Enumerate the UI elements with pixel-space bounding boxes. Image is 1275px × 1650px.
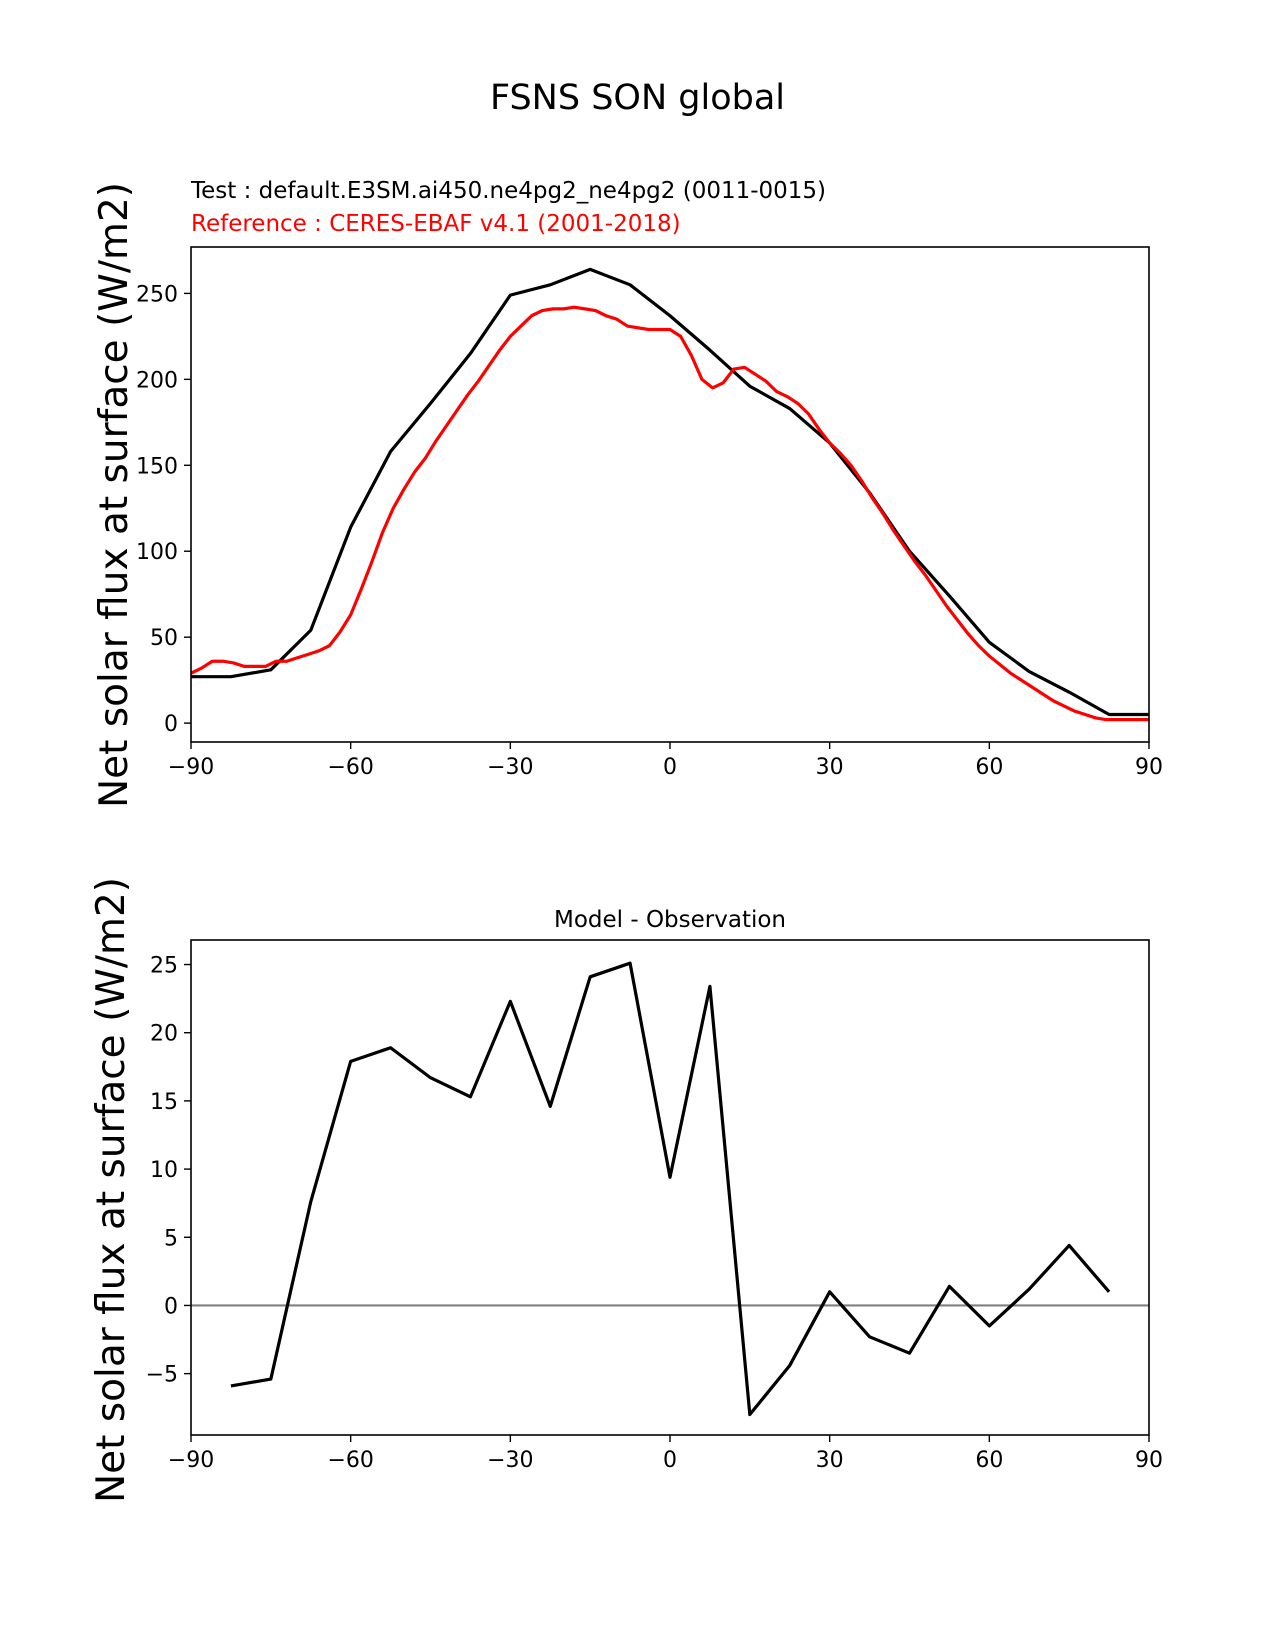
bottom-ylabel: Net solar flux at surface (W/m2) <box>89 877 134 1503</box>
top-xtick-label: 30 <box>816 755 844 780</box>
reference-subtitle: Reference : CERES-EBAF v4.1 (2001-2018) <box>191 211 681 237</box>
reference-series-line <box>190 305 1149 722</box>
test-subtitle: Test : default.E3SM.ai450.ne4pg2_ne4pg2 … <box>190 178 826 204</box>
top-ytick-label: 0 <box>164 712 178 737</box>
bottom-series <box>191 961 1149 1417</box>
bottom-plot-frame <box>190 939 1150 1436</box>
bottom-xtick-label: −90 <box>168 1448 214 1473</box>
bottom-title: Model - Observation <box>554 907 786 933</box>
top-series <box>190 267 1149 722</box>
top-plot-frame <box>190 246 1150 743</box>
bottom-xtick-label: 90 <box>1135 1448 1163 1473</box>
bottom-panel: Model - Observation Net solar flux at su… <box>89 877 1163 1503</box>
bottom-ytick-label: 15 <box>150 1090 178 1115</box>
top-ytick-label: 50 <box>150 626 178 651</box>
bottom-xtick-label: 30 <box>816 1448 844 1473</box>
top-xtick-label: −90 <box>168 755 214 780</box>
bottom-ytick-label: 5 <box>164 1226 178 1251</box>
top-xtick-label: −30 <box>487 755 533 780</box>
top-ylabel: Net solar flux at surface (W/m2) <box>92 182 137 808</box>
top-ticks: −90 −60 −30 0 30 60 90 0 50 100 150 200 250 <box>136 282 1163 780</box>
top-ytick-label: 100 <box>136 540 178 565</box>
bottom-ytick-label: 10 <box>150 1158 178 1183</box>
top-ytick-label: 200 <box>136 368 178 393</box>
bottom-ticks: −90 −60 −30 0 30 60 90 −5 0 5 10 15 20 25 <box>146 954 1163 1473</box>
test-series-line <box>191 267 1149 717</box>
top-xtick-label: 0 <box>663 755 677 780</box>
bottom-xtick-label: −30 <box>487 1448 533 1473</box>
top-ytick-label: 250 <box>136 282 178 307</box>
top-panel: Test : default.E3SM.ai450.ne4pg2_ne4pg2 … <box>92 178 1163 808</box>
bottom-xtick-label: −60 <box>327 1448 373 1473</box>
top-xtick-label: 90 <box>1135 755 1163 780</box>
bottom-xtick-label: 60 <box>975 1448 1003 1473</box>
top-ytick-label: 150 <box>136 454 178 479</box>
bottom-ytick-label: −5 <box>146 1363 178 1388</box>
bottom-ytick-label: 25 <box>150 954 178 979</box>
bottom-ytick-label: 20 <box>150 1022 178 1047</box>
figure-title: FSNS SON global <box>490 78 785 118</box>
difference-series-line <box>230 961 1111 1417</box>
top-xtick-label: 60 <box>975 755 1003 780</box>
bottom-xtick-label: 0 <box>663 1448 677 1473</box>
bottom-ytick-label: 0 <box>164 1294 178 1319</box>
top-xtick-label: −60 <box>327 755 373 780</box>
